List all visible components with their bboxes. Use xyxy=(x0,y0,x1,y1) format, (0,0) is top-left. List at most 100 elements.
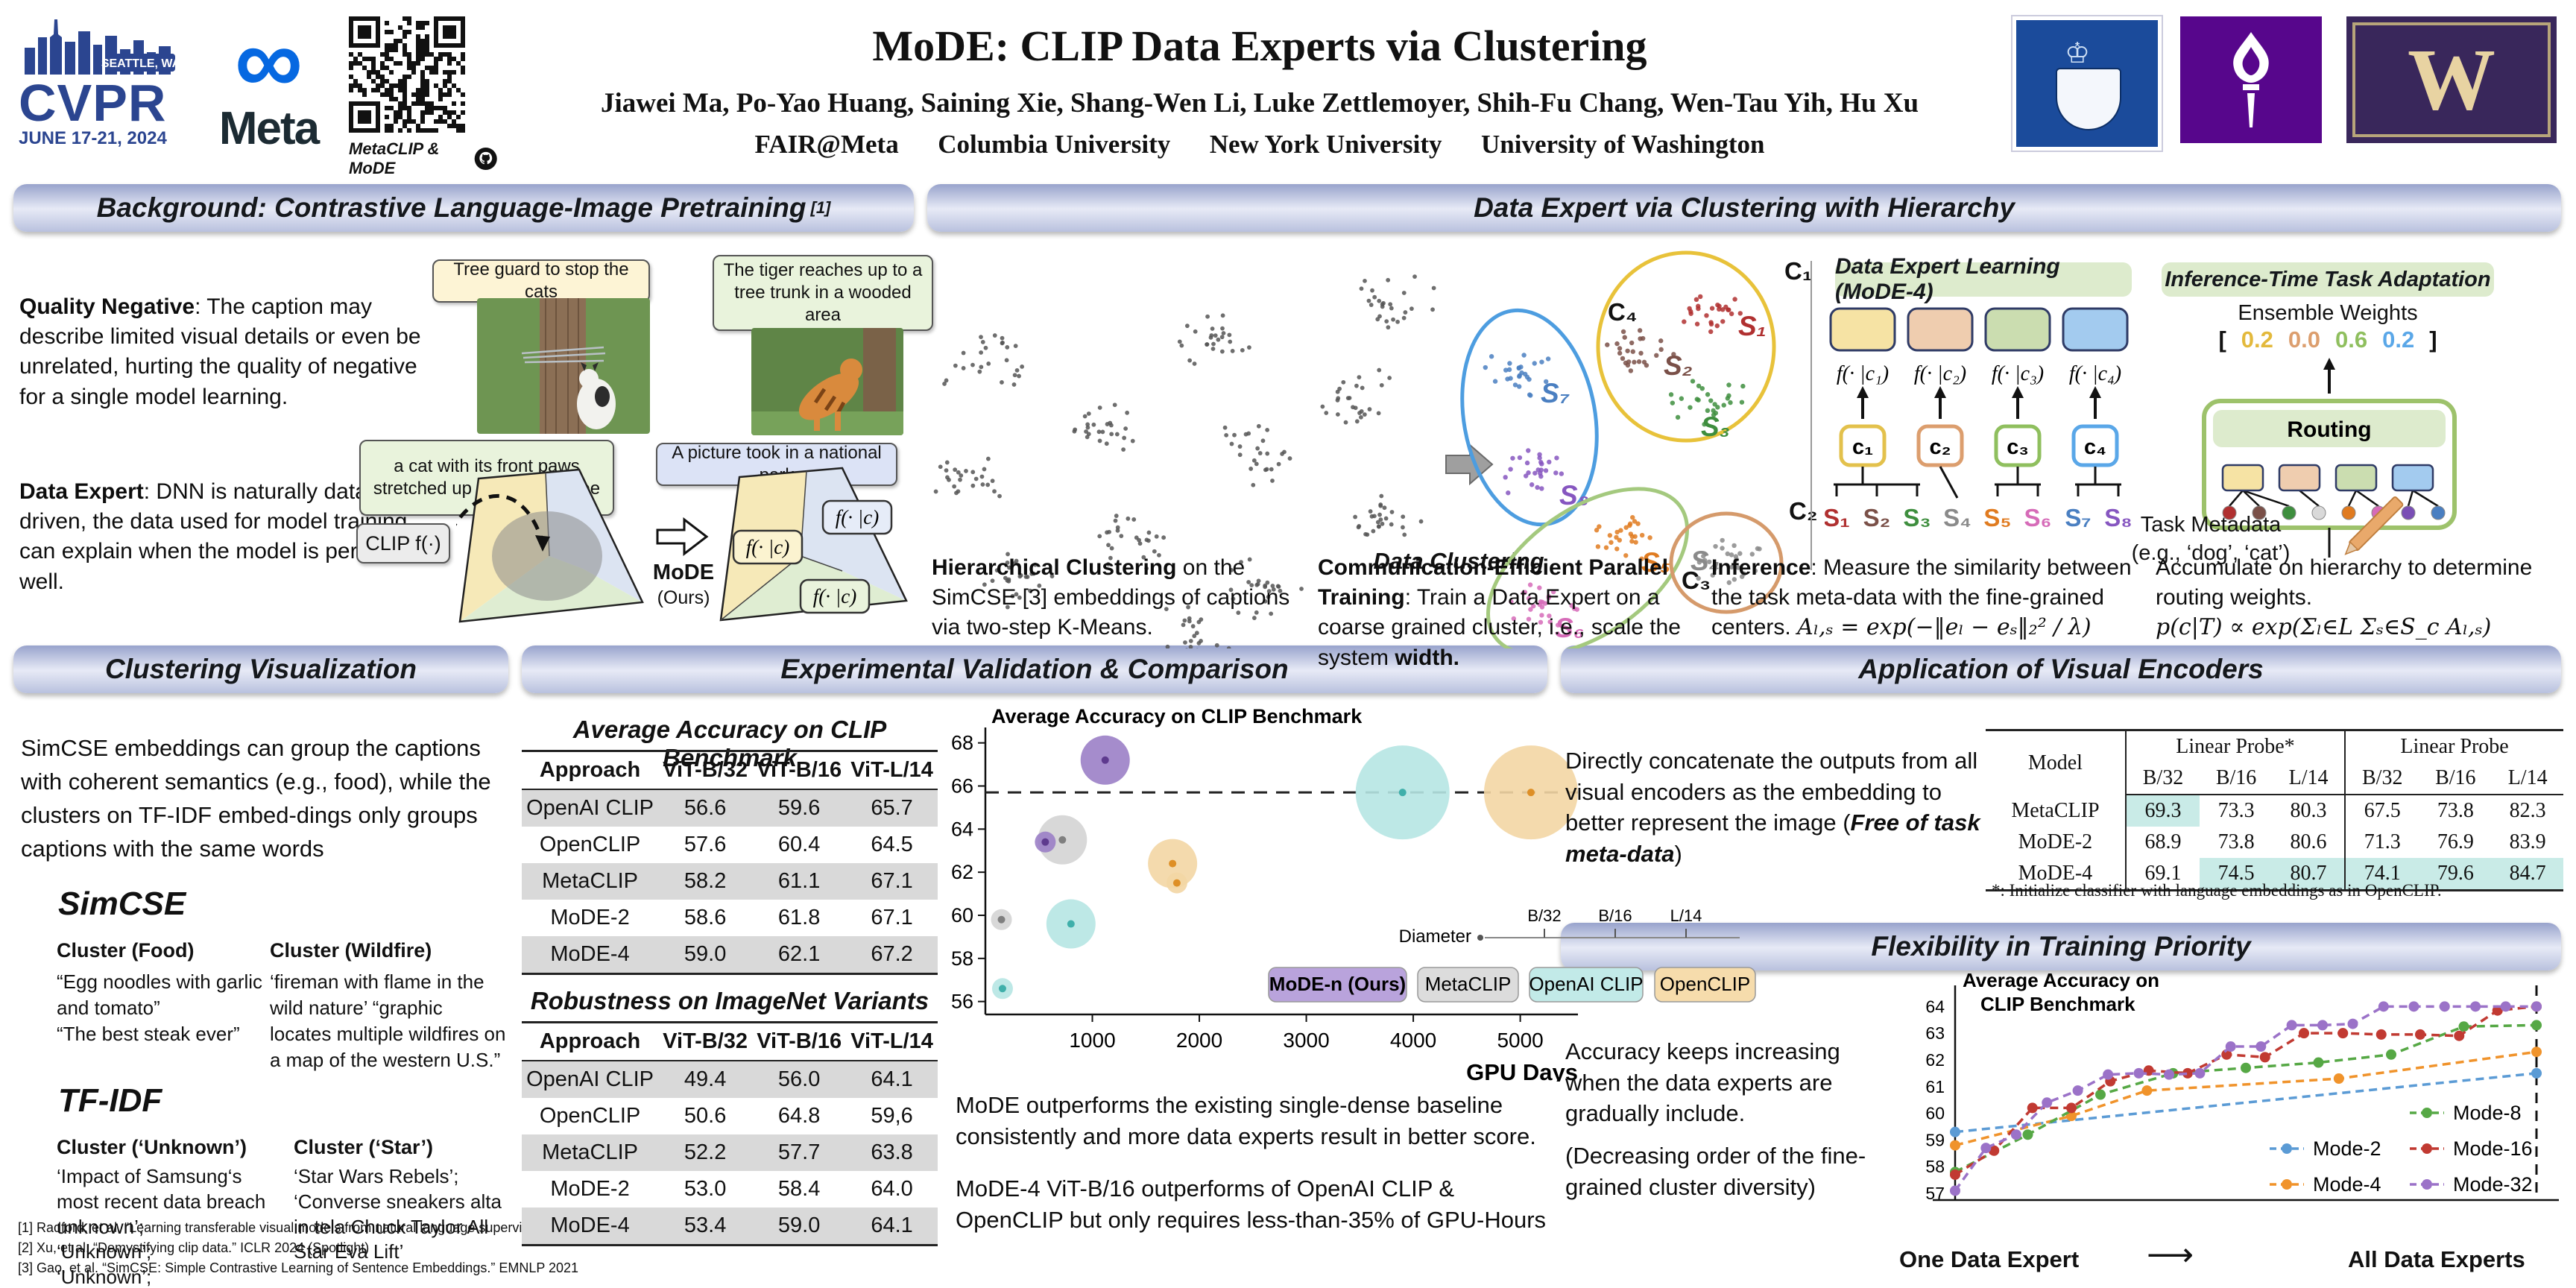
section-header-flexibility: Flexibility in Training Priority xyxy=(1561,923,2561,970)
coarse-cluster-ellipse xyxy=(1486,487,1690,648)
table-row: OpenAI CLIP 49.4 56.0 64.1 xyxy=(522,1061,938,1098)
uw-w-icon: W xyxy=(2408,31,2496,128)
column-header: ViT-B/32 xyxy=(658,751,753,790)
meta-wordmark: Meta xyxy=(218,102,320,154)
f-expert-label: f(· |c) xyxy=(836,506,879,528)
cat-tree-image xyxy=(477,298,650,434)
table-cell: 74.5 xyxy=(2200,858,2273,891)
caption-bubble-cat-top: Tree guard to stop the cats xyxy=(432,259,650,303)
table-cell: 56.6 xyxy=(684,796,727,820)
references: [1] Radford, et al. “Learning transferab… xyxy=(18,1218,748,1278)
panel-title-inference-adaptation: Inference-Time Task Adaptation xyxy=(2162,262,2494,297)
inference-text: Inference: Measure the similarity betwee… xyxy=(1711,553,2144,643)
svg-text:4000: 4000 xyxy=(1390,1029,1436,1052)
mode-arrow-label: MoDE xyxy=(652,561,715,584)
bold-lead: Data Expert xyxy=(19,479,144,504)
table-cell: MoDE-4 xyxy=(550,942,630,966)
quality-negative-paragraph: Quality Negative: The caption may descri… xyxy=(19,292,437,412)
task-metadata-label: Task Metadata xyxy=(2140,513,2282,537)
column-subheader: B/16 xyxy=(2419,763,2493,795)
table-cell: 65.7 xyxy=(871,796,913,820)
table-cell: 73.8 xyxy=(2217,830,2255,853)
svg-text:58: 58 xyxy=(1925,1157,1945,1176)
expert-function-label: f(· |c₁) xyxy=(1837,362,1889,385)
svg-text:2000: 2000 xyxy=(1176,1029,1222,1052)
cluster-center-box xyxy=(2071,424,2119,467)
clip-label: CLIP f(·) xyxy=(365,531,441,555)
table-row: MoDE-4 53.4 59.0 64.1 xyxy=(522,1208,938,1246)
cluster-food-title: Cluster (Food) xyxy=(57,939,195,962)
routing-expert-box xyxy=(2221,464,2264,492)
column-header: ViT-L/14 xyxy=(846,1022,938,1061)
expert-function-label: f(· |c₂) xyxy=(1914,362,1966,385)
clip-benchmark-table: Approach ViT-B/32 ViT-B/16 ViT-L/14 OpenAI C… xyxy=(522,750,938,975)
routing-figure: Routing xyxy=(2202,358,2457,558)
legend-label: Mode-16 xyxy=(2453,1137,2533,1160)
expert-function-label: f(· |c₄) xyxy=(2069,362,2121,385)
section-title: Application of Visual Encoders xyxy=(1858,654,2264,684)
fine-cluster-label: S₁ xyxy=(1825,504,1850,531)
fine-cluster-label: S₇ xyxy=(2065,504,2091,531)
reference-2: [2] Xu, et al. “Demystifying clip data.”… xyxy=(18,1240,370,1255)
cvpr-dates: JUNE 17-21, 2024 xyxy=(19,127,167,148)
section-header-experimental: Experimental Validation & Comparison xyxy=(522,645,1547,693)
table-cell: MoDE-4 xyxy=(550,1213,630,1237)
table-row: MoDE-2 58.6 61.8 67.1 xyxy=(522,900,938,936)
section-header-clustering: Clustering Visualization xyxy=(13,645,508,693)
fine-cluster-label: S₅ xyxy=(1983,504,2011,531)
table-cell: 62.1 xyxy=(777,942,821,966)
column-subheader: B/16 xyxy=(2200,763,2273,795)
table-cell: MetaCLIP xyxy=(542,869,639,893)
table-cell: 67.1 xyxy=(871,869,913,893)
table-row: MoDE-2 68.9 73.8 80.6 71.3 76.9 83.9 xyxy=(1986,827,2563,858)
body-text: : The caption may describe limited visua… xyxy=(19,294,421,409)
imagenet-robustness-table: Approach ViT-B/32 ViT-B/16 ViT-L/14 OpenAI C… xyxy=(522,1021,938,1246)
table-cell: 67.2 xyxy=(871,942,913,966)
parallel-training-text: Communication-Efficient Parallel Trainin… xyxy=(1318,553,1705,673)
table-cell: 73.8 xyxy=(2437,799,2474,822)
legend-label: Mode-32 xyxy=(2453,1173,2533,1196)
routing-expert-box xyxy=(2278,464,2321,492)
x-axis-label: GPU Days xyxy=(1466,1059,1578,1082)
fine-cluster-label: S₂ xyxy=(1863,504,1891,531)
ensemble-weights-values: [0.2 0.0 0.6 0.2] xyxy=(2162,326,2494,353)
chart-title: CLIP Benchmark xyxy=(1980,993,2135,1015)
routing-expert-box xyxy=(2391,464,2434,492)
legend-label: OpenCLIP xyxy=(1660,973,1750,995)
bubble-text: Tree guard to stop the cats xyxy=(453,259,629,302)
column-subheader: B/32 xyxy=(2345,763,2419,795)
qr-block: MetaCLIP & MoDE xyxy=(349,16,498,177)
column-header: Approach xyxy=(522,1022,659,1061)
body-text: on the SimCSE [3] embeddings of captions… xyxy=(932,555,1290,640)
cluster-center-box xyxy=(1994,424,2042,467)
coarse-cluster-label: C₂ xyxy=(1789,497,1818,525)
coarse-cluster-ellipse xyxy=(1669,511,1784,614)
column-header: Approach xyxy=(522,751,659,790)
table-cell: 64.1 xyxy=(871,1213,913,1237)
legend-label: Mode-8 xyxy=(2453,1102,2522,1124)
table-cell: 80.7 xyxy=(2273,858,2346,891)
x-axis-right-label: All Data Experts xyxy=(2348,1246,2525,1272)
up-arrow-icon xyxy=(1934,386,1946,398)
table-cell: 58.4 xyxy=(777,1177,821,1201)
table-cell: 64.8 xyxy=(777,1104,821,1128)
table-cell: 68.9 xyxy=(2144,830,2182,853)
up-arrow-icon xyxy=(1857,386,1869,398)
line-series xyxy=(1954,1050,2537,1147)
table-cell: 59,6 xyxy=(871,1104,913,1128)
training-priority-chart: 57 58 59 60 61 62 63 64 Average Accuracy onCLIP … xyxy=(1925,969,2559,1203)
cluster-center-box xyxy=(1916,424,1964,467)
clip-model-box: CLIP f(·) xyxy=(356,523,450,564)
legend-pill xyxy=(1417,967,1519,1003)
section-title: Data Expert via Clustering with Hierarch… xyxy=(1474,192,2015,223)
fine-center-dot xyxy=(2311,505,2326,520)
bold-lead: Communication-Efficient Parallel Trainin… xyxy=(1318,555,1669,610)
bubble-text: A picture took in a national park xyxy=(672,443,882,485)
table-cell: 64.0 xyxy=(871,1177,913,1201)
panel-title-text: Inference-Time Task Adaptation xyxy=(2165,267,2491,291)
svg-text:3000: 3000 xyxy=(1283,1029,1329,1052)
legend-label: Mode-2 xyxy=(2313,1137,2381,1160)
cluster-unknown-title: Cluster (‘Unknown’) xyxy=(57,1136,247,1158)
body-text: Directly concatenate the outputs from al… xyxy=(1565,748,1978,836)
table-cell: 49.4 xyxy=(684,1067,727,1091)
